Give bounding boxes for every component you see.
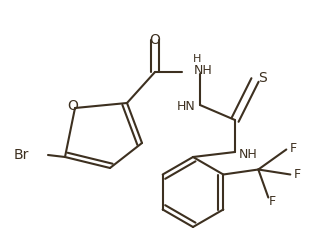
Text: HN: HN <box>176 99 195 112</box>
Text: O: O <box>67 99 79 113</box>
Text: H: H <box>193 54 201 64</box>
Text: NH: NH <box>194 63 213 76</box>
Text: S: S <box>258 71 267 85</box>
Text: F: F <box>293 168 301 181</box>
Text: Br: Br <box>14 148 29 162</box>
Text: O: O <box>150 33 160 47</box>
Text: NH: NH <box>239 147 258 161</box>
Text: F: F <box>268 195 275 208</box>
Text: F: F <box>289 142 296 155</box>
